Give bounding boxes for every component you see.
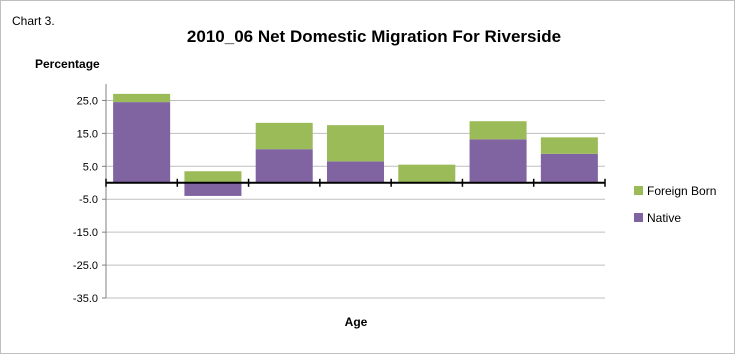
y-tick-label: -25.0 (73, 260, 98, 272)
y-tick-label: -5.0 (79, 194, 98, 206)
bar-native (255, 149, 313, 183)
y-tick-label: 5.0 (83, 161, 98, 173)
bar-foreign-born (113, 93, 171, 103)
chart-title: 2010_06 Net Domestic Migration For River… (187, 27, 561, 46)
bar-native (326, 161, 385, 183)
bar-native (540, 153, 598, 183)
bar-native (469, 139, 527, 183)
bar-foreign-born (255, 122, 313, 150)
legend-swatch (634, 186, 643, 195)
bar-foreign-born (326, 125, 385, 162)
legend-label: Foreign Born (647, 184, 716, 198)
chart-number-label: Chart 3. (12, 14, 55, 28)
bar-foreign-born (184, 171, 242, 183)
y-tick-label: 15.0 (77, 128, 98, 140)
y-tick-label: -15.0 (73, 227, 98, 239)
bar-foreign-born (469, 121, 527, 140)
bar-foreign-born (398, 164, 456, 183)
bar-foreign-born (540, 137, 598, 154)
y-axis-title: Percentage (35, 57, 100, 71)
x-axis-title: Age (345, 315, 368, 329)
x-axis (105, 178, 606, 187)
y-tick-label: -35.0 (73, 293, 98, 305)
bar-native (113, 102, 171, 183)
legend-label: Native (647, 211, 681, 225)
legend-swatch (634, 213, 643, 222)
bar-native (184, 182, 242, 196)
bars (113, 93, 598, 196)
y-tick-label: 25.0 (77, 95, 98, 107)
gridlines (102, 84, 605, 299)
legend: Foreign Born Native (634, 184, 716, 225)
y-axis-ticks: 25.0 15.0 5.0 -5.0 -15.0 -25.0 -35.0 (73, 95, 98, 305)
